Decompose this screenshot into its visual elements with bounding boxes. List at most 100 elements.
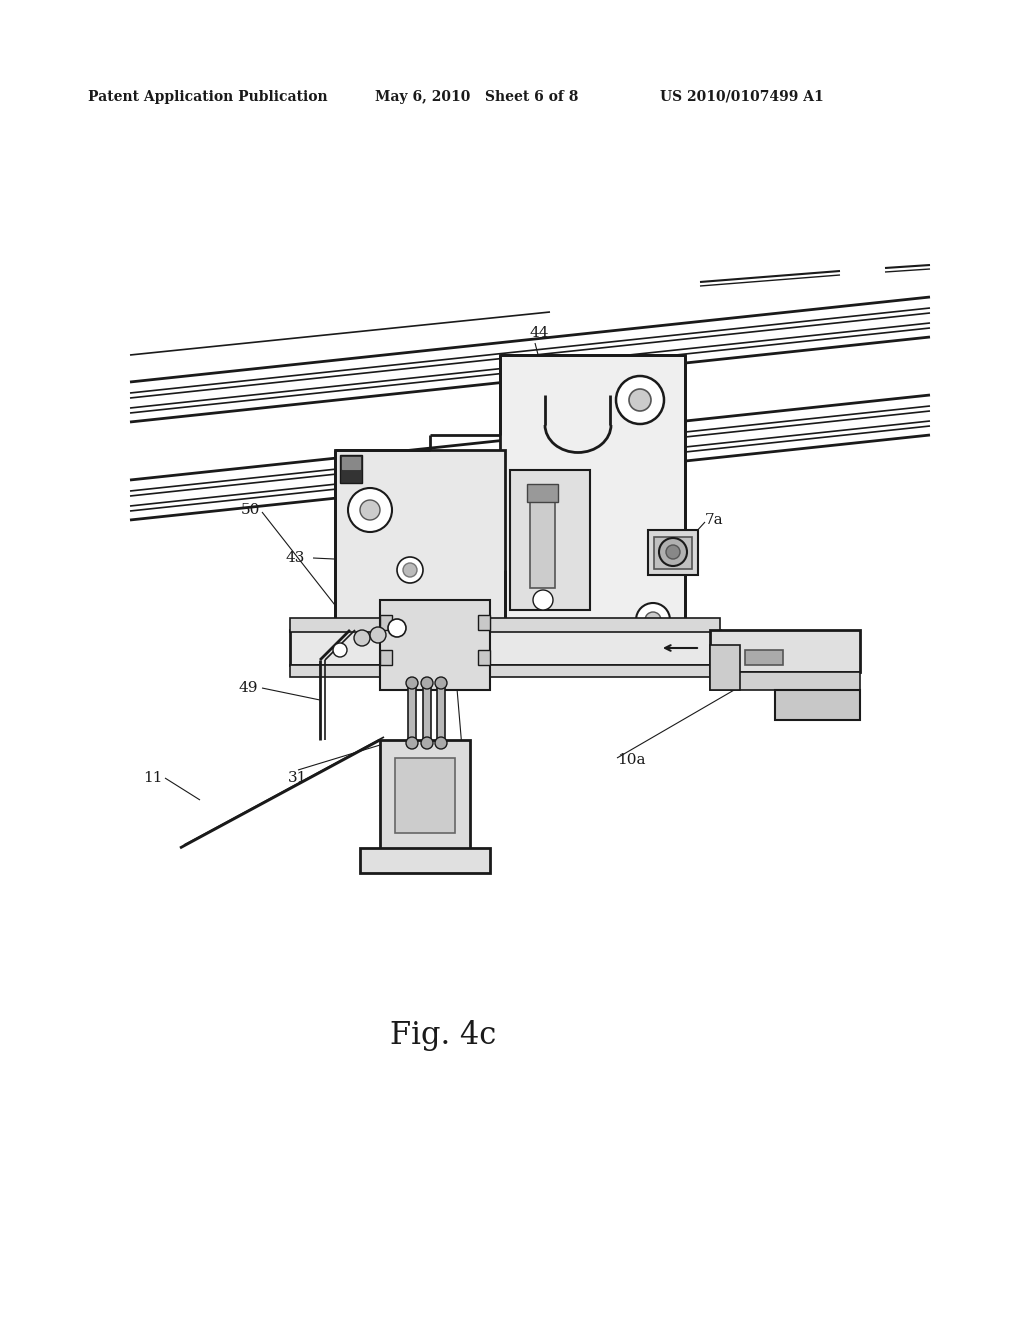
Point — [313, 733, 326, 748]
Bar — [340, 455, 362, 483]
Text: 49: 49 — [239, 681, 258, 696]
Bar — [710, 645, 740, 690]
Circle shape — [421, 737, 433, 748]
Bar — [710, 672, 860, 690]
Point — [679, 347, 691, 363]
Point — [924, 329, 936, 345]
Point — [384, 734, 396, 750]
Point — [318, 652, 331, 668]
Point — [307, 550, 319, 566]
Bar — [648, 531, 698, 576]
Bar — [478, 649, 490, 665]
Point — [494, 428, 506, 444]
Point — [424, 442, 436, 458]
Point — [354, 630, 367, 645]
Text: 31: 31 — [289, 771, 307, 785]
Circle shape — [435, 737, 447, 748]
Point — [499, 562, 511, 578]
Point — [124, 483, 136, 499]
Line: 2 pts: 2 pts — [700, 275, 840, 286]
Point — [834, 263, 846, 279]
Line: 2 pts: 2 pts — [130, 421, 930, 506]
Bar — [348, 620, 393, 628]
Bar — [380, 601, 490, 690]
Bar — [342, 457, 360, 469]
Point — [924, 403, 936, 418]
Circle shape — [534, 590, 553, 610]
Circle shape — [636, 603, 670, 638]
Point — [679, 647, 691, 663]
Text: EW: EW — [707, 636, 731, 649]
Point — [924, 387, 936, 403]
Point — [344, 622, 356, 638]
Point — [549, 412, 561, 428]
Line: 2 pts: 2 pts — [262, 512, 360, 638]
Line: 2 pts: 2 pts — [617, 675, 760, 758]
Text: May 6, 2010   Sheet 6 of 8: May 6, 2010 Sheet 6 of 8 — [375, 90, 579, 104]
Bar — [478, 615, 490, 630]
Point — [424, 442, 436, 458]
Text: 44: 44 — [530, 326, 550, 341]
Point — [924, 399, 936, 414]
Text: Fig. 4c: Fig. 4c — [390, 1020, 497, 1051]
Circle shape — [406, 737, 418, 748]
Circle shape — [645, 612, 662, 628]
Line: 2 pts: 2 pts — [130, 337, 930, 422]
Line: 2 pts: 2 pts — [130, 407, 930, 491]
Circle shape — [421, 677, 433, 689]
Circle shape — [348, 488, 392, 532]
Point — [604, 387, 616, 403]
Bar — [745, 649, 783, 665]
Point — [424, 428, 436, 444]
Point — [124, 385, 136, 401]
Point — [879, 260, 891, 276]
Line: 2 pts: 2 pts — [130, 313, 930, 399]
Circle shape — [360, 500, 380, 520]
Point — [499, 663, 511, 678]
Point — [604, 417, 616, 433]
Text: 48: 48 — [398, 750, 418, 764]
Point — [256, 680, 268, 696]
Text: 43: 43 — [285, 550, 304, 565]
Point — [424, 428, 436, 444]
Line: 2 pts: 2 pts — [885, 269, 930, 272]
Point — [349, 622, 361, 638]
Point — [539, 417, 551, 433]
Line: 2 pts: 2 pts — [455, 665, 462, 748]
Point — [124, 400, 136, 416]
Point — [401, 737, 414, 752]
Bar — [335, 450, 505, 671]
Point — [349, 552, 361, 568]
Line: 2 pts: 2 pts — [130, 308, 930, 393]
Point — [313, 652, 326, 668]
Circle shape — [354, 630, 370, 645]
Line: 2 pts: 2 pts — [130, 411, 930, 496]
Point — [431, 741, 443, 756]
Circle shape — [483, 634, 497, 647]
Point — [318, 733, 331, 748]
Line: 2 pts: 2 pts — [130, 297, 930, 381]
Circle shape — [666, 545, 680, 558]
Bar — [423, 680, 431, 744]
Text: Patent Application Publication: Patent Application Publication — [88, 90, 328, 104]
Point — [694, 279, 707, 294]
Point — [694, 275, 707, 290]
Point — [528, 335, 541, 351]
Bar — [500, 355, 685, 655]
Point — [456, 741, 468, 756]
Text: 46: 46 — [427, 750, 446, 764]
Point — [924, 289, 936, 305]
Point — [611, 750, 624, 766]
Bar — [290, 618, 720, 632]
Point — [754, 667, 766, 682]
Text: 50: 50 — [241, 503, 260, 517]
Point — [159, 770, 171, 785]
Text: 47: 47 — [414, 750, 433, 764]
Point — [318, 652, 331, 668]
Point — [124, 391, 136, 407]
Circle shape — [403, 564, 417, 577]
Point — [499, 663, 511, 678]
Point — [313, 692, 326, 708]
Bar — [775, 690, 860, 719]
Bar — [290, 665, 720, 677]
